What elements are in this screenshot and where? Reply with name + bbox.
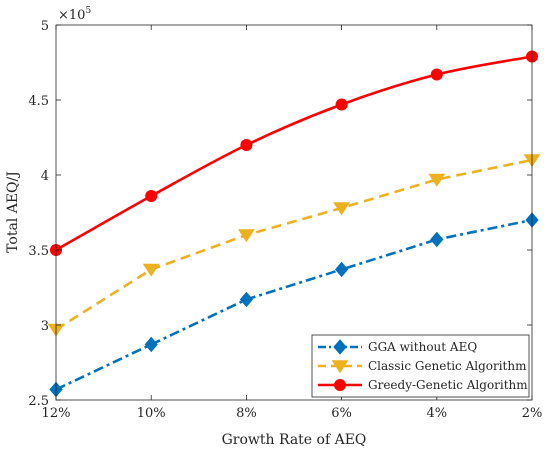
data-point — [240, 139, 253, 151]
legend-marker — [331, 360, 349, 374]
x-axis-label: Growth Rate of AEQ — [222, 432, 367, 448]
axes-layer — [55, 24, 533, 401]
y-tick-label: 5 — [41, 19, 49, 34]
data-point — [335, 98, 348, 111]
series-line — [55, 218, 533, 391]
data-point — [430, 231, 444, 248]
y-tick-label: 3 — [41, 319, 49, 334]
x-tick-label: 2% — [522, 406, 543, 421]
series-line — [55, 158, 533, 331]
legend: GGA without AEQ Classic Genetic Algorithm… — [311, 334, 530, 398]
data-point — [142, 263, 160, 277]
y-tick-label: 2.5 — [28, 394, 49, 409]
legend-marker — [334, 379, 346, 391]
axes-box — [55, 24, 533, 401]
data-point — [237, 229, 255, 243]
y-tick-label: 4 — [41, 169, 49, 184]
x-tick-label: 10% — [137, 406, 166, 421]
legend-marker — [333, 339, 347, 355]
y-multiplier-label: ×105 — [58, 6, 91, 23]
x-tick-label: 6% — [331, 406, 352, 421]
data-point — [428, 173, 446, 187]
legend-label: Greedy-Genetic Algorithm — [368, 378, 528, 392]
data-point — [239, 291, 254, 308]
x-tick-label: 8% — [236, 406, 257, 421]
data-point — [430, 68, 443, 81]
ticks-layer: 12% 10% 8% 6% 4% 2% 2.5 3 3.5 4 4.5 5 — [28, 19, 542, 421]
y-axis-label: Total AEQ/J — [5, 171, 21, 253]
legend-label: GGA without AEQ — [368, 340, 477, 354]
series-layer — [47, 50, 541, 398]
y-tick-label: 3.5 — [28, 244, 49, 259]
data-point — [333, 202, 351, 216]
x-tick-label: 4% — [426, 406, 447, 421]
x-tick-label: 12% — [42, 406, 71, 421]
data-point — [145, 190, 158, 202]
y-multiplier-exponent: 5 — [85, 6, 91, 16]
legend-items: GGA without AEQ Classic Genetic Algorithm… — [318, 339, 528, 392]
data-point — [144, 336, 158, 353]
data-point — [334, 261, 349, 278]
y-multiplier-base: ×10 — [58, 8, 85, 23]
y-tick-label: 4.5 — [28, 94, 49, 109]
legend-label: Classic Genetic Algorithm — [368, 359, 527, 373]
